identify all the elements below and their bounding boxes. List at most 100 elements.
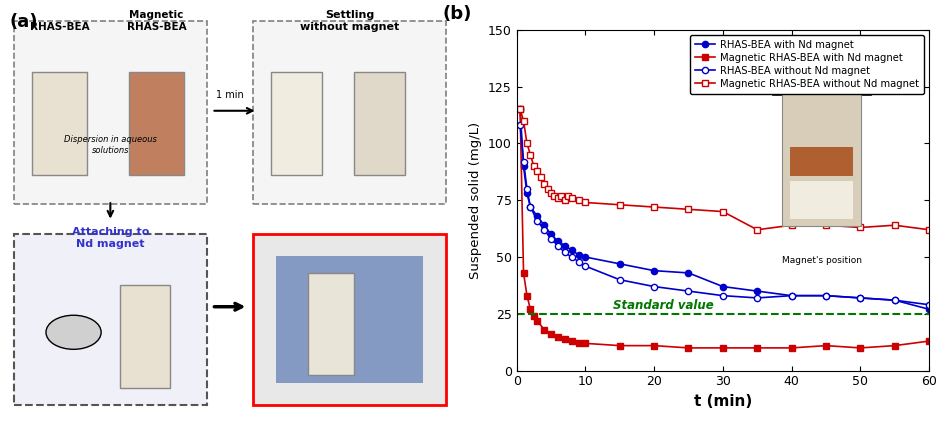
RHAS-BEA without Nd magnet [545, 236, 556, 242]
Legend: RHAS-BEA with Nd magnet, Magnetic RHAS-BEA with Nd magnet, RHAS-BEA without Nd m: RHAS-BEA with Nd magnet, Magnetic RHAS-B… [690, 35, 924, 94]
RHAS-BEA with Nd magnet [559, 243, 571, 248]
Magnetic RHAS-BEA without Nd magnet [752, 227, 763, 232]
Magnetic RHAS-BEA without Nd magnet [683, 207, 694, 212]
Magnetic RHAS-BEA with Nd magnet [889, 343, 901, 348]
Text: Magnetic
RHAS-BEA: Magnetic RHAS-BEA [126, 10, 186, 32]
RHAS-BEA with Nd magnet [552, 239, 563, 244]
FancyBboxPatch shape [129, 72, 184, 175]
RHAS-BEA without Nd magnet [552, 243, 563, 248]
RHAS-BEA with Nd magnet [515, 107, 526, 112]
RHAS-BEA with Nd magnet [889, 298, 901, 303]
Magnetic RHAS-BEA without Nd magnet [528, 164, 539, 169]
RHAS-BEA with Nd magnet [820, 293, 831, 298]
Magnetic RHAS-BEA with Nd magnet [614, 343, 626, 348]
Text: Dispersion in aqueous
solutions: Dispersion in aqueous solutions [64, 135, 156, 155]
Magnetic RHAS-BEA with Nd magnet [545, 332, 556, 337]
RHAS-BEA with Nd magnet [683, 271, 694, 276]
Text: Standard value: Standard value [612, 299, 714, 312]
Magnetic RHAS-BEA with Nd magnet [717, 345, 728, 351]
RHAS-BEA with Nd magnet [521, 191, 533, 196]
Magnetic RHAS-BEA without Nd magnet [549, 193, 560, 198]
Magnetic RHAS-BEA with Nd magnet [580, 341, 592, 346]
Line: RHAS-BEA without Nd magnet: RHAS-BEA without Nd magnet [517, 122, 932, 308]
RHAS-BEA with Nd magnet [518, 164, 529, 169]
RHAS-BEA without Nd magnet [923, 302, 935, 307]
X-axis label: t (min): t (min) [694, 394, 752, 409]
Magnetic RHAS-BEA with Nd magnet [786, 345, 797, 351]
RHAS-BEA with Nd magnet [614, 261, 626, 266]
RHAS-BEA without Nd magnet [854, 295, 866, 300]
RHAS-BEA without Nd magnet [532, 218, 543, 223]
RHAS-BEA with Nd magnet [786, 293, 797, 298]
Magnetic RHAS-BEA with Nd magnet [648, 343, 660, 348]
Magnetic RHAS-BEA with Nd magnet [528, 314, 539, 319]
RHAS-BEA without Nd magnet [566, 254, 577, 259]
FancyBboxPatch shape [276, 256, 423, 383]
Magnetic RHAS-BEA without Nd magnet [532, 168, 543, 173]
RHAS-BEA with Nd magnet [854, 295, 866, 300]
FancyBboxPatch shape [119, 285, 170, 388]
Magnetic RHAS-BEA without Nd magnet [923, 227, 935, 232]
Text: (b): (b) [443, 5, 472, 23]
Magnetic RHAS-BEA without Nd magnet [518, 118, 529, 123]
RHAS-BEA without Nd magnet [614, 277, 626, 282]
Magnetic RHAS-BEA with Nd magnet [683, 345, 694, 351]
RHAS-BEA without Nd magnet [717, 293, 728, 298]
Magnetic RHAS-BEA with Nd magnet [515, 107, 526, 112]
Magnetic RHAS-BEA with Nd magnet [525, 307, 537, 312]
RHAS-BEA without Nd magnet [521, 186, 533, 191]
Magnetic RHAS-BEA without Nd magnet [889, 223, 901, 228]
FancyBboxPatch shape [253, 234, 446, 405]
RHAS-BEA without Nd magnet [525, 204, 537, 210]
Magnetic RHAS-BEA without Nd magnet [820, 223, 831, 228]
Line: Magnetic RHAS-BEA with Nd magnet: Magnetic RHAS-BEA with Nd magnet [517, 106, 932, 351]
Magnetic RHAS-BEA with Nd magnet [566, 339, 577, 344]
Magnetic RHAS-BEA with Nd magnet [518, 271, 529, 276]
Magnetic RHAS-BEA with Nd magnet [538, 327, 550, 332]
Magnetic RHAS-BEA without Nd magnet [556, 193, 567, 198]
RHAS-BEA with Nd magnet [648, 268, 660, 273]
RHAS-BEA with Nd magnet [566, 248, 577, 253]
RHAS-BEA without Nd magnet [580, 264, 592, 269]
Magnetic RHAS-BEA with Nd magnet [532, 318, 543, 323]
Magnetic RHAS-BEA without Nd magnet [525, 152, 537, 157]
Magnetic RHAS-BEA with Nd magnet [752, 345, 763, 351]
RHAS-BEA with Nd magnet [752, 288, 763, 294]
RHAS-BEA with Nd magnet [525, 204, 537, 210]
FancyBboxPatch shape [354, 72, 405, 175]
RHAS-BEA with Nd magnet [538, 223, 550, 228]
Magnetic RHAS-BEA without Nd magnet [786, 223, 797, 228]
RHAS-BEA without Nd magnet [786, 293, 797, 298]
Magnetic RHAS-BEA without Nd magnet [614, 202, 626, 207]
RHAS-BEA without Nd magnet [683, 288, 694, 294]
Magnetic RHAS-BEA without Nd magnet [559, 198, 571, 203]
FancyBboxPatch shape [32, 72, 87, 175]
RHAS-BEA without Nd magnet [752, 295, 763, 300]
FancyBboxPatch shape [308, 273, 354, 375]
Line: RHAS-BEA with Nd magnet: RHAS-BEA with Nd magnet [517, 106, 932, 312]
Magnetic RHAS-BEA without Nd magnet [573, 198, 584, 203]
RHAS-BEA without Nd magnet [515, 123, 526, 128]
FancyBboxPatch shape [14, 21, 207, 204]
Text: Attaching to
Nd magnet: Attaching to Nd magnet [72, 227, 149, 249]
RHAS-BEA with Nd magnet [717, 284, 728, 289]
Y-axis label: Suspended solid (mg/L): Suspended solid (mg/L) [469, 122, 483, 279]
Line: Magnetic RHAS-BEA without Nd magnet: Magnetic RHAS-BEA without Nd magnet [517, 106, 932, 233]
Text: RHAS-BEA: RHAS-BEA [30, 22, 89, 32]
Magnetic RHAS-BEA with Nd magnet [559, 336, 571, 341]
Magnetic RHAS-BEA without Nd magnet [648, 204, 660, 210]
FancyBboxPatch shape [253, 21, 446, 204]
Magnetic RHAS-BEA without Nd magnet [535, 175, 546, 180]
Magnetic RHAS-BEA without Nd magnet [717, 209, 728, 214]
Magnetic RHAS-BEA without Nd magnet [566, 196, 577, 201]
Magnetic RHAS-BEA without Nd magnet [562, 193, 574, 198]
RHAS-BEA without Nd magnet [559, 250, 571, 255]
Magnetic RHAS-BEA with Nd magnet [854, 345, 866, 351]
Magnetic RHAS-BEA without Nd magnet [538, 182, 550, 187]
Magnetic RHAS-BEA with Nd magnet [573, 341, 584, 346]
Magnetic RHAS-BEA without Nd magnet [515, 107, 526, 112]
RHAS-BEA with Nd magnet [580, 254, 592, 259]
Magnetic RHAS-BEA without Nd magnet [545, 191, 556, 196]
Ellipse shape [46, 315, 101, 349]
RHAS-BEA with Nd magnet [923, 307, 935, 312]
